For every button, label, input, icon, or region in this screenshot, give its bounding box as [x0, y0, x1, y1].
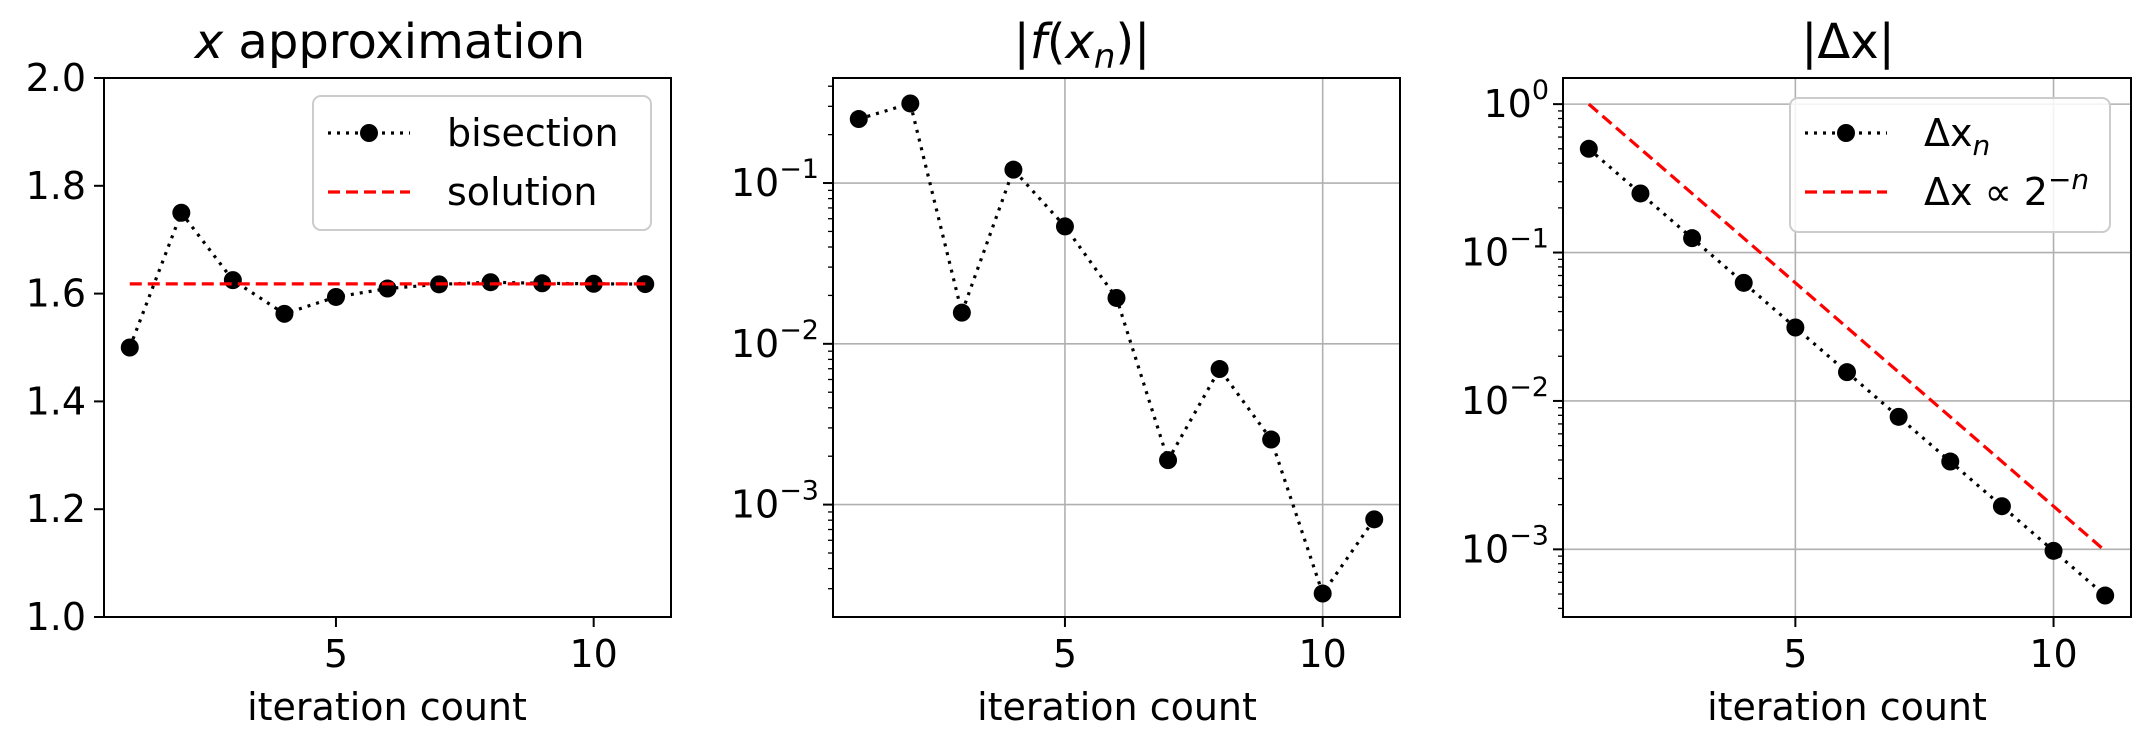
data-point: [584, 274, 603, 293]
panel1-title-rest: approximation: [223, 14, 585, 70]
panel2-title-close: )|: [1115, 14, 1150, 70]
data-point: [326, 287, 345, 306]
legend-solution-label: solution: [447, 170, 597, 214]
data-point: [2044, 541, 2063, 560]
series-line-dotted: [858, 101, 1376, 598]
data-point: [1889, 407, 1908, 426]
x-tick-label: 10: [570, 632, 618, 676]
y-tick-label: 1.2: [26, 487, 86, 531]
data-point: [481, 273, 500, 292]
y-tick-label: 1.8: [26, 164, 86, 208]
panel2-series: [849, 94, 1384, 603]
data-point: [378, 279, 397, 298]
data-point: [952, 303, 971, 322]
y-tick-label: 1.6: [26, 272, 86, 316]
panel2-xlabel: iteration count: [977, 685, 1257, 729]
series-line-dotted: [1587, 147, 2107, 597]
data-point: [1786, 318, 1805, 337]
panel2-title-open: (: [1047, 14, 1066, 70]
panel2-title: |f(xn)|: [1014, 14, 1151, 77]
panel1-legend-box: [312, 95, 652, 231]
data-point: [1210, 360, 1229, 379]
panel3-xlabel: iteration count: [1707, 685, 1987, 729]
data-point: [1579, 139, 1598, 158]
data-point: [1365, 510, 1384, 529]
legend-bisection-label: bisection: [447, 111, 619, 155]
legend-fit-base: Δx ∝ 2: [1924, 170, 2048, 214]
x-tick-label: 10: [1299, 632, 1347, 676]
data-point: [901, 94, 920, 113]
data-point: [2096, 586, 2115, 605]
y-tick-label: 10−1: [731, 154, 819, 205]
y-tick-label: 10−3: [1461, 520, 1549, 571]
panel2-title-sub: n: [1094, 37, 1116, 77]
panel1-axes-frame: [103, 77, 672, 618]
y-tick-label: 10−3: [731, 476, 819, 527]
y-tick-label: 10−2: [731, 315, 819, 366]
data-point: [1734, 273, 1753, 292]
data-point: [1313, 584, 1332, 603]
y-tick-label: 1.4: [26, 379, 86, 423]
panel1-legend: bisection solution: [312, 95, 652, 231]
legend-dxn-sub: n: [1972, 129, 1990, 162]
panel1-title-var: x: [193, 14, 224, 70]
panel2-title-x: x: [1063, 14, 1094, 70]
data-point: [1055, 217, 1074, 236]
panel2-title-pipe: |: [1014, 14, 1030, 70]
data-point: [1631, 184, 1650, 203]
data-point: [1004, 160, 1023, 179]
data-point: [1107, 288, 1126, 307]
legend-dxn-label: Δxn: [1924, 111, 1990, 162]
data-point: [1838, 363, 1856, 382]
data-point: [1941, 452, 1960, 471]
data-point: [1992, 497, 2011, 516]
panel3-axes-frame: [1562, 77, 2132, 618]
data-point: [223, 271, 242, 290]
data-point: [1683, 229, 1702, 248]
panel1-ticks: 5 10 1.0 1.2 1.4 1.6 1.8 2.0: [26, 56, 618, 676]
data-point: [533, 274, 552, 293]
y-tick-label: 10−2: [1461, 372, 1549, 423]
legend-fit-label: Δx ∝ 2−n: [1924, 163, 2089, 214]
panel3-series: [1579, 102, 2115, 605]
legend-bisection-marker: [360, 124, 378, 142]
x-tick-label: 5: [1783, 632, 1807, 676]
legend-dxn-marker: [1837, 124, 1855, 142]
x-tick-label: 10: [2029, 632, 2077, 676]
y-tick-label: 2.0: [26, 56, 86, 100]
data-point: [1159, 451, 1178, 470]
legend-fit-exp: −n: [2048, 163, 2089, 196]
panel3-ticks: 5 10 10−3 10−2 10−1 100: [1461, 75, 2078, 676]
data-point: [172, 203, 191, 222]
panel2-grid: [833, 78, 1400, 617]
data-point: [1262, 430, 1281, 449]
panel-abs-f: |f(xn)| 5 10 10−3 10−2 10−1 iteration count: [731, 14, 1401, 729]
data-point: [275, 304, 294, 323]
x-tick-label: 5: [1053, 632, 1077, 676]
panel2-ticks: 5 10 10−3 10−2 10−1: [731, 85, 1347, 676]
data-point: [120, 338, 139, 357]
legend-dxn-base: Δx: [1924, 111, 1972, 155]
panel1-series: [120, 203, 655, 357]
panel2-axes-frame: [832, 77, 1401, 618]
x-tick-label: 5: [324, 632, 348, 676]
panel3-legend: Δxn Δx ∝ 2−n: [1789, 97, 2111, 233]
y-tick-label: 100: [1483, 75, 1549, 126]
panel-x-approximation: x approximation 5 10 1.0 1.2 1.4 1.6 1.8 2.0 it…: [26, 14, 672, 729]
panel1-xlabel: iteration count: [247, 685, 527, 729]
series-line-dashed: [1587, 102, 2107, 553]
y-tick-label: 1.0: [26, 595, 86, 639]
panel1-title: x approximation: [193, 14, 585, 70]
y-tick-label: 10−1: [1461, 224, 1549, 275]
panel3-title: |Δx|: [1801, 14, 1895, 70]
data-point: [849, 110, 868, 129]
